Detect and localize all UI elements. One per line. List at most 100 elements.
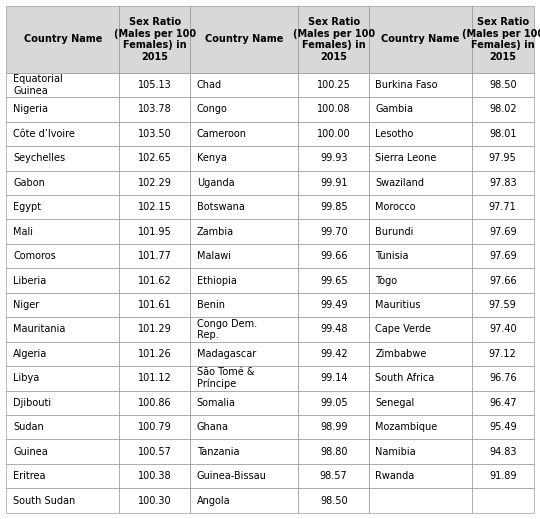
Text: Burkina Faso: Burkina Faso [375,80,438,90]
Text: 99.66: 99.66 [320,251,347,261]
Bar [472,488,534,513]
Text: 101.61: 101.61 [138,300,172,310]
Text: 99.42: 99.42 [320,349,348,359]
Bar [298,97,369,121]
Bar [298,244,369,268]
Text: Kenya: Kenya [197,153,227,163]
Text: São Tomé &
Príncipe: São Tomé & Príncipe [197,367,254,389]
Bar [191,488,298,513]
Text: 103.50: 103.50 [138,129,172,139]
Bar [472,366,534,390]
Text: 105.13: 105.13 [138,80,172,90]
Text: 100.08: 100.08 [317,104,350,114]
Bar [119,268,191,293]
Bar [369,464,472,488]
Text: Eritrea: Eritrea [14,471,46,481]
Text: Liberia: Liberia [14,276,46,285]
Text: Congo: Congo [197,104,228,114]
Bar [472,390,534,415]
Text: 97.59: 97.59 [489,300,517,310]
Bar [369,73,472,97]
Bar [119,390,191,415]
Text: 102.65: 102.65 [138,153,172,163]
Text: 97.69: 97.69 [489,227,517,237]
Text: 101.26: 101.26 [138,349,172,359]
Text: Algeria: Algeria [14,349,48,359]
Bar [369,244,472,268]
Text: South Sudan: South Sudan [14,496,76,506]
Text: 98.99: 98.99 [320,422,347,432]
Bar [191,440,298,464]
Bar [6,6,119,73]
Bar [191,244,298,268]
Text: Sierra Leone: Sierra Leone [375,153,437,163]
Bar [6,121,119,146]
Bar [369,121,472,146]
Bar [298,220,369,244]
Text: Zambia: Zambia [197,227,234,237]
Text: Zimbabwe: Zimbabwe [375,349,427,359]
Text: Country Name: Country Name [24,34,102,45]
Bar [191,415,298,440]
Text: 102.15: 102.15 [138,202,172,212]
Bar [472,415,534,440]
Text: Angola: Angola [197,496,231,506]
Text: Burundi: Burundi [375,227,414,237]
Text: 102.29: 102.29 [138,177,172,188]
Text: 97.12: 97.12 [489,349,517,359]
Bar [369,488,472,513]
Bar [6,390,119,415]
Bar [6,440,119,464]
Text: 95.49: 95.49 [489,422,517,432]
Bar [369,415,472,440]
Text: Chad: Chad [197,80,222,90]
Bar [369,146,472,171]
Bar [191,73,298,97]
Text: Libya: Libya [14,373,39,384]
Bar [298,73,369,97]
Bar [6,488,119,513]
Bar [6,317,119,342]
Bar [191,342,298,366]
Text: Ethiopia: Ethiopia [197,276,237,285]
Text: Seychelles: Seychelles [14,153,65,163]
Text: Mozambique: Mozambique [375,422,437,432]
Bar [119,121,191,146]
Text: 100.86: 100.86 [138,398,172,408]
Text: 100.25: 100.25 [317,80,350,90]
Text: Nigeria: Nigeria [14,104,48,114]
Bar [298,415,369,440]
Text: Swaziland: Swaziland [375,177,424,188]
Text: 94.83: 94.83 [489,447,516,457]
Bar [191,171,298,195]
Bar [6,73,119,97]
Bar [6,366,119,390]
Text: Uganda: Uganda [197,177,234,188]
Bar [369,342,472,366]
Bar [369,220,472,244]
Text: 99.65: 99.65 [320,276,348,285]
Text: 99.49: 99.49 [320,300,347,310]
Bar [6,97,119,121]
Bar [119,146,191,171]
Text: Cape Verde: Cape Verde [375,324,431,334]
Text: Côte d’Ivoire: Côte d’Ivoire [14,129,75,139]
Text: South Africa: South Africa [375,373,435,384]
Text: Mauritius: Mauritius [375,300,421,310]
Bar [6,268,119,293]
Bar [472,220,534,244]
Bar [298,6,369,73]
Text: 100.38: 100.38 [138,471,172,481]
Bar [298,146,369,171]
Bar [191,97,298,121]
Bar [119,220,191,244]
Text: Sex Ratio
(Males per 100
Females) in
2015: Sex Ratio (Males per 100 Females) in 201… [114,17,196,62]
Text: 98.01: 98.01 [489,129,516,139]
Bar [298,195,369,220]
Bar [472,171,534,195]
Text: Ghana: Ghana [197,422,229,432]
Text: 100.79: 100.79 [138,422,172,432]
Text: 99.70: 99.70 [320,227,348,237]
Bar [369,293,472,317]
Bar [369,317,472,342]
